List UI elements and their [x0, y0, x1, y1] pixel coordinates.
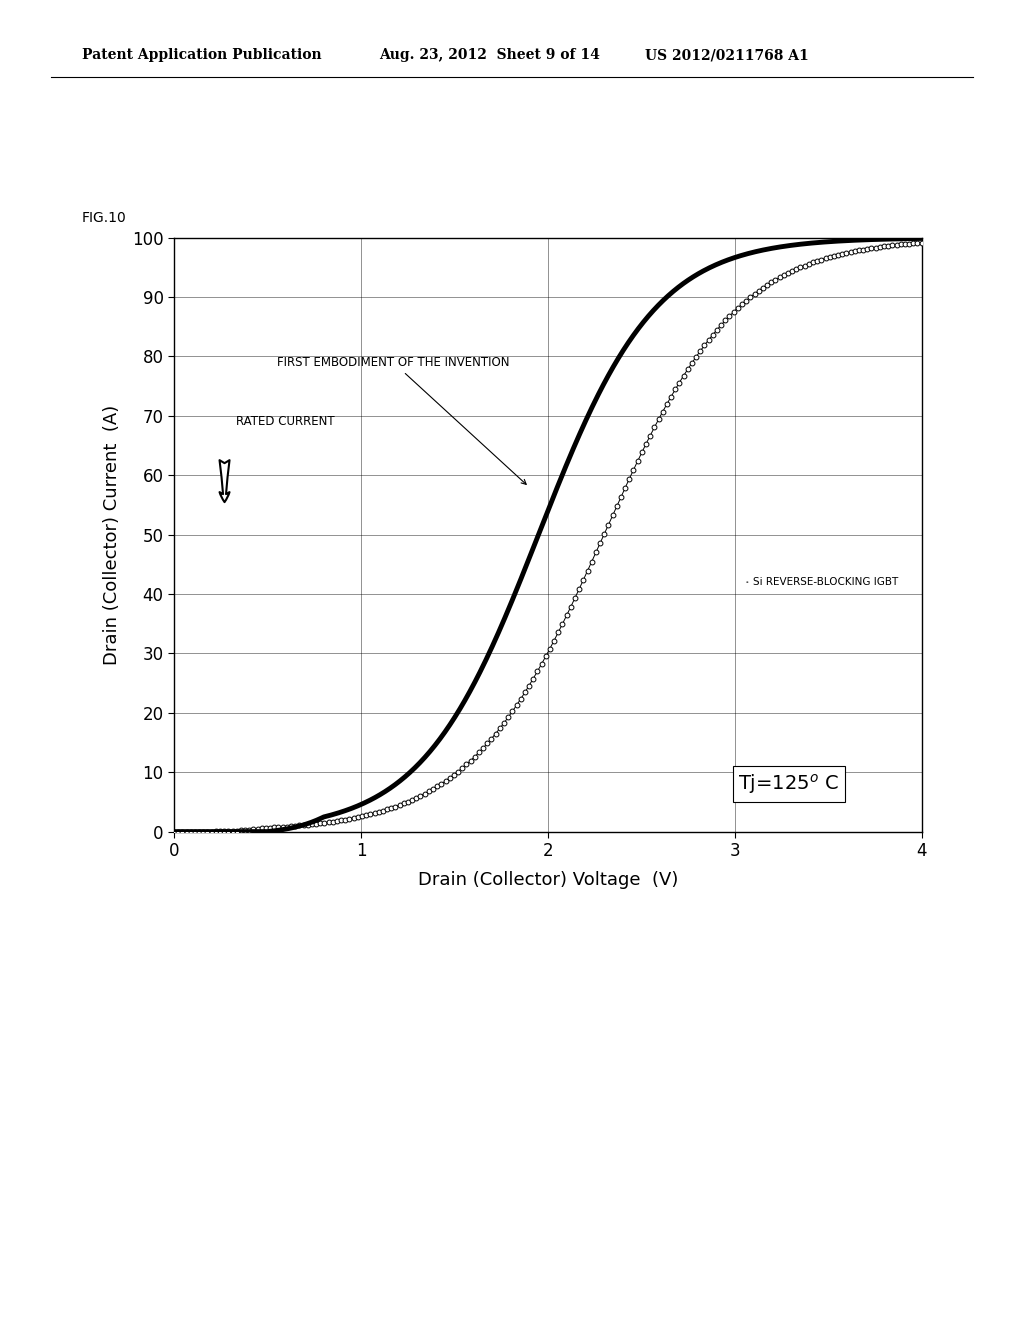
Text: FIG.10: FIG.10	[82, 211, 127, 224]
Text: Tj=125$^o$ C: Tj=125$^o$ C	[738, 772, 840, 796]
Text: Si REVERSE-BLOCKING IGBT: Si REVERSE-BLOCKING IGBT	[746, 577, 899, 587]
Y-axis label: Drain (Collector) Current  (A): Drain (Collector) Current (A)	[103, 404, 121, 665]
Text: Patent Application Publication: Patent Application Publication	[82, 49, 322, 62]
Text: RATED CURRENT: RATED CURRENT	[236, 414, 335, 428]
Text: US 2012/0211768 A1: US 2012/0211768 A1	[645, 49, 809, 62]
Text: Aug. 23, 2012  Sheet 9 of 14: Aug. 23, 2012 Sheet 9 of 14	[379, 49, 600, 62]
X-axis label: Drain (Collector) Voltage  (V): Drain (Collector) Voltage (V)	[418, 871, 678, 890]
Text: FIRST EMBODIMENT OF THE INVENTION: FIRST EMBODIMENT OF THE INVENTION	[276, 356, 526, 484]
